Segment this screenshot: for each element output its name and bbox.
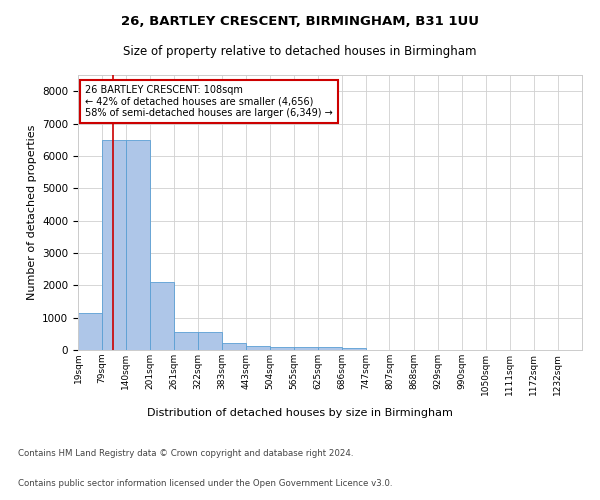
Bar (78, 313, 102, 350)
Y-axis label: Number of detached properties: Number of detached properties (26, 125, 37, 300)
Bar (222, 343, 246, 350)
Text: 26 BARTLEY CRESCENT: 108sqm
← 42% of detached houses are smaller (4,656)
58% of : 26 BARTLEY CRESCENT: 108sqm ← 42% of det… (85, 84, 333, 118)
Bar (342, 348, 365, 350)
Text: Contains public sector information licensed under the Open Government Licence v3: Contains public sector information licen… (18, 478, 392, 488)
Bar (270, 348, 294, 350)
Bar (102, 140, 126, 350)
Bar (174, 332, 197, 350)
Bar (294, 347, 318, 350)
Text: 26, BARTLEY CRESCENT, BIRMINGHAM, B31 1UU: 26, BARTLEY CRESCENT, BIRMINGHAM, B31 1U… (121, 15, 479, 28)
Bar (150, 282, 174, 350)
Bar (317, 348, 341, 350)
Text: Distribution of detached houses by size in Birmingham: Distribution of detached houses by size … (147, 408, 453, 418)
Bar (246, 346, 269, 350)
Bar (198, 332, 222, 350)
Text: Contains HM Land Registry data © Crown copyright and database right 2024.: Contains HM Land Registry data © Crown c… (18, 448, 353, 458)
Bar (126, 140, 150, 350)
Text: Size of property relative to detached houses in Birmingham: Size of property relative to detached ho… (123, 45, 477, 58)
